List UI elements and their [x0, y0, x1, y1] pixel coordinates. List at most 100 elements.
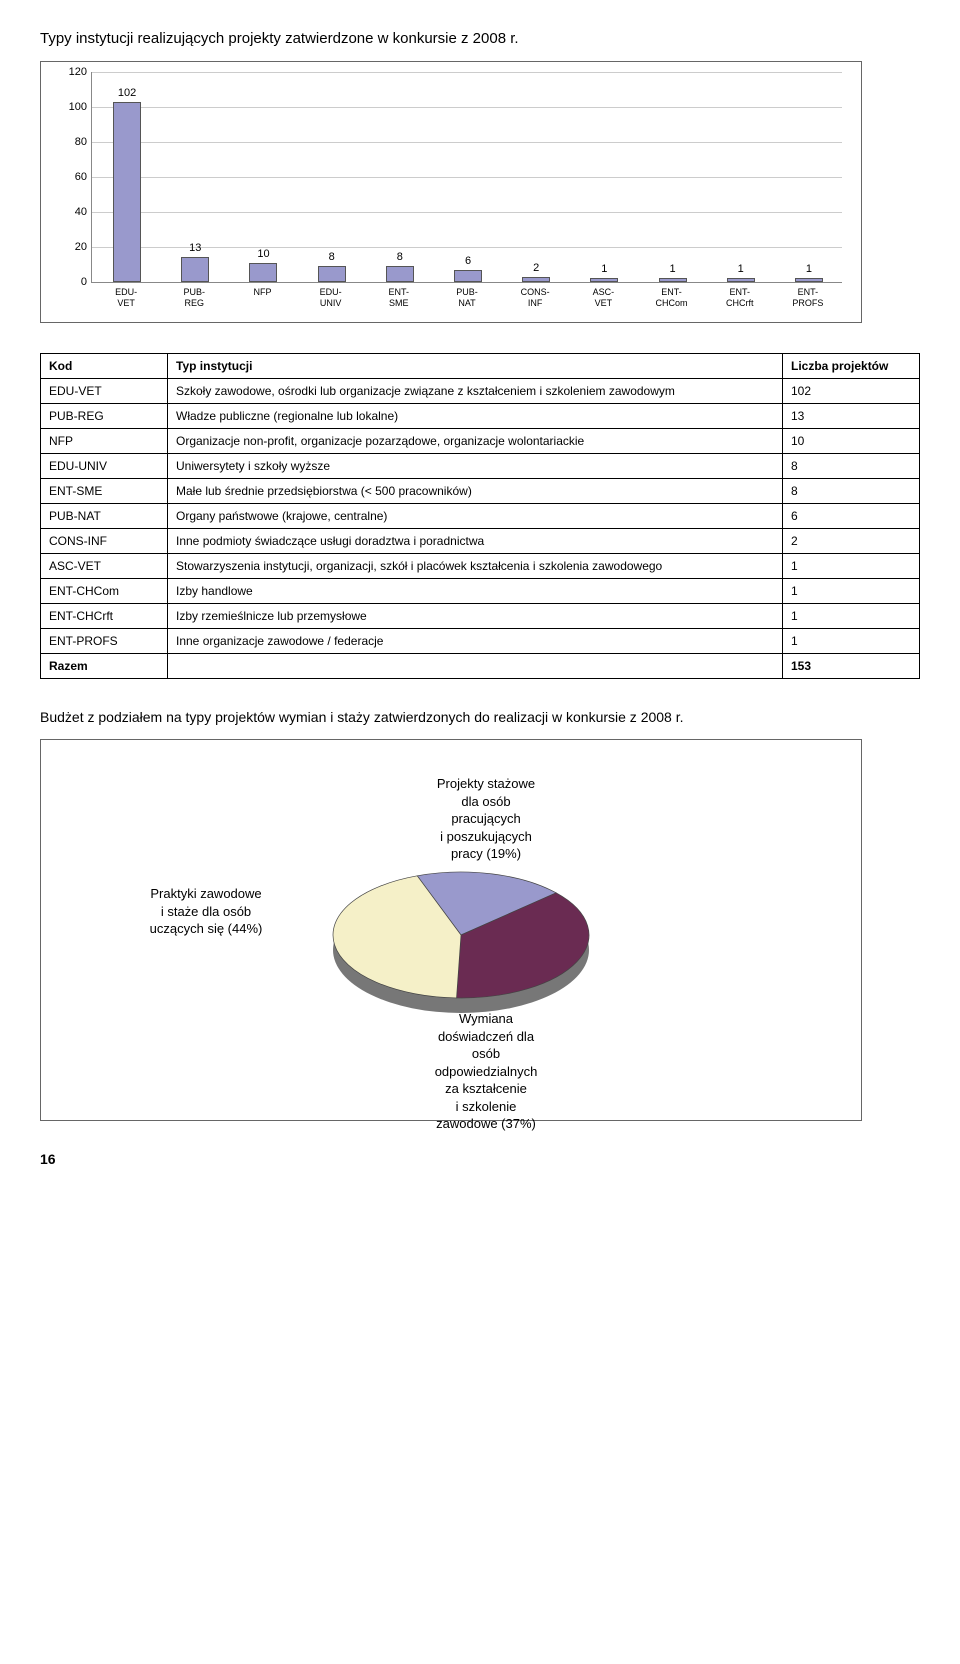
- cell-typ: Izby rzemieślnicze lub przemysłowe: [168, 604, 783, 629]
- cell-total-empty: [168, 654, 783, 679]
- table-row: EDU-VETSzkoły zawodowe, ośrodki lub orga…: [41, 379, 920, 404]
- th-liczba: Liczba projektów: [783, 354, 920, 379]
- cell-kod: ASC-VET: [41, 554, 168, 579]
- chart-bar: 13: [181, 257, 209, 282]
- bar-value-label: 1: [738, 263, 744, 275]
- bar-value-label: 8: [397, 251, 403, 263]
- gridline: [92, 212, 842, 213]
- cell-typ: Inne organizacje zawodowe / federacje: [168, 629, 783, 654]
- bar-value-label: 1: [601, 263, 607, 275]
- y-axis-label: 20: [52, 241, 87, 253]
- table-row: ASC-VETStowarzyszenia instytucji, organi…: [41, 554, 920, 579]
- table-row: EDU-UNIVUniwersytety i szkoły wyższe8: [41, 454, 920, 479]
- bar-value-label: 6: [465, 255, 471, 267]
- y-axis-label: 0: [52, 276, 87, 288]
- chart-bar: 1: [795, 278, 823, 282]
- pie-label-top: Projekty stażowedla osóbpracującychi pos…: [396, 775, 576, 863]
- x-axis-label: PUB-REG: [167, 287, 222, 309]
- cell-kod: ENT-SME: [41, 479, 168, 504]
- cell-kod: NFP: [41, 429, 168, 454]
- cell-kod: ENT-PROFS: [41, 629, 168, 654]
- cell-typ: Izby handlowe: [168, 579, 783, 604]
- page-number: 16: [40, 1151, 56, 1167]
- table-row: NFPOrganizacje non-profit, organizacje p…: [41, 429, 920, 454]
- chart-bar: 8: [318, 266, 346, 282]
- x-axis-label: NFP: [235, 287, 290, 298]
- y-axis-label: 100: [52, 101, 87, 113]
- chart-bar: 6: [454, 270, 482, 283]
- plot-area: 020406080100120102EDU-VET13PUB-REG10NFP8…: [91, 72, 842, 283]
- cell-typ: Uniwersytety i szkoły wyższe: [168, 454, 783, 479]
- x-axis-label: ENT-CHCom: [644, 287, 699, 309]
- cell-total-label: Razem: [41, 654, 168, 679]
- y-axis-label: 120: [52, 66, 87, 78]
- cell-liczba: 1: [783, 579, 920, 604]
- gridline: [92, 177, 842, 178]
- cell-liczba: 8: [783, 479, 920, 504]
- x-axis-label: ASC-VET: [576, 287, 631, 309]
- gridline: [92, 142, 842, 143]
- cell-liczba: 102: [783, 379, 920, 404]
- bar-value-label: 10: [257, 248, 269, 260]
- cell-typ: Stowarzyszenia instytucji, organizacji, …: [168, 554, 783, 579]
- table-row: ENT-SMEMałe lub średnie przedsiębiorstwa…: [41, 479, 920, 504]
- chart-bar: 102: [113, 102, 141, 283]
- chart-bar: 8: [386, 266, 414, 282]
- y-axis-label: 80: [52, 136, 87, 148]
- cell-typ: Władze publiczne (regionalne lub lokalne…: [168, 404, 783, 429]
- cell-total-value: 153: [783, 654, 920, 679]
- th-kod: Kod: [41, 354, 168, 379]
- cell-liczba: 6: [783, 504, 920, 529]
- x-axis-label: ENT-SME: [371, 287, 426, 309]
- cell-kod: PUB-REG: [41, 404, 168, 429]
- gridline: [92, 107, 842, 108]
- cell-liczba: 1: [783, 554, 920, 579]
- bar-value-label: 13: [189, 242, 201, 254]
- cell-liczba: 2: [783, 529, 920, 554]
- table-total-row: Razem 153: [41, 654, 920, 679]
- cell-typ: Szkoły zawodowe, ośrodki lub organizacje…: [168, 379, 783, 404]
- th-typ: Typ instytucji: [168, 354, 783, 379]
- cell-liczba: 13: [783, 404, 920, 429]
- cell-liczba: 8: [783, 454, 920, 479]
- table-row: CONS-INFInne podmioty świadczące usługi …: [41, 529, 920, 554]
- cell-liczba: 1: [783, 604, 920, 629]
- x-axis-label: CONS-INF: [508, 287, 563, 309]
- cell-kod: CONS-INF: [41, 529, 168, 554]
- bar-value-label: 1: [806, 263, 812, 275]
- gridline: [92, 72, 842, 73]
- cell-kod: PUB-NAT: [41, 504, 168, 529]
- bar-value-label: 1: [669, 263, 675, 275]
- y-axis-label: 40: [52, 206, 87, 218]
- page-title: Typy instytucji realizujących projekty z…: [40, 30, 920, 47]
- cell-liczba: 1: [783, 629, 920, 654]
- x-axis-label: EDU-VET: [99, 287, 154, 309]
- table-row: PUB-NATOrgany państwowe (krajowe, centra…: [41, 504, 920, 529]
- cell-typ: Małe lub średnie przedsiębiorstwa (< 500…: [168, 479, 783, 504]
- pie-label-bottom: Wymianadoświadczeń dlaosóbodpowiedzialny…: [396, 1010, 576, 1133]
- table-row: PUB-REGWładze publiczne (regionalne lub …: [41, 404, 920, 429]
- gridline: [92, 247, 842, 248]
- cell-typ: Inne podmioty świadczące usługi doradztw…: [168, 529, 783, 554]
- budget-caption: Budżet z podziałem na typy projektów wym…: [40, 709, 920, 725]
- bar-value-label: 102: [118, 87, 136, 99]
- pie-chart: Praktyki zawodowei staże dla osóbuczącyc…: [40, 739, 862, 1121]
- cell-typ: Organy państwowe (krajowe, centralne): [168, 504, 783, 529]
- cell-typ: Organizacje non-profit, organizacje poza…: [168, 429, 783, 454]
- table-row: ENT-PROFSInne organizacje zawodowe / fed…: [41, 629, 920, 654]
- table-header-row: Kod Typ instytucji Liczba projektów: [41, 354, 920, 379]
- bar-chart: 020406080100120102EDU-VET13PUB-REG10NFP8…: [40, 61, 862, 323]
- cell-kod: ENT-CHCom: [41, 579, 168, 604]
- chart-bar: 1: [590, 278, 618, 282]
- bar-value-label: 8: [329, 251, 335, 263]
- table-row: ENT-CHComIzby handlowe1: [41, 579, 920, 604]
- institutions-table: Kod Typ instytucji Liczba projektów EDU-…: [40, 353, 920, 679]
- x-axis-label: EDU-UNIV: [303, 287, 358, 309]
- cell-liczba: 10: [783, 429, 920, 454]
- x-axis-label: ENT-CHCrft: [712, 287, 767, 309]
- chart-bar: 10: [249, 263, 277, 283]
- chart-bar: 2: [522, 277, 550, 283]
- table-row: ENT-CHCrftIzby rzemieślnicze lub przemys…: [41, 604, 920, 629]
- chart-bar: 1: [659, 278, 687, 282]
- cell-kod: EDU-VET: [41, 379, 168, 404]
